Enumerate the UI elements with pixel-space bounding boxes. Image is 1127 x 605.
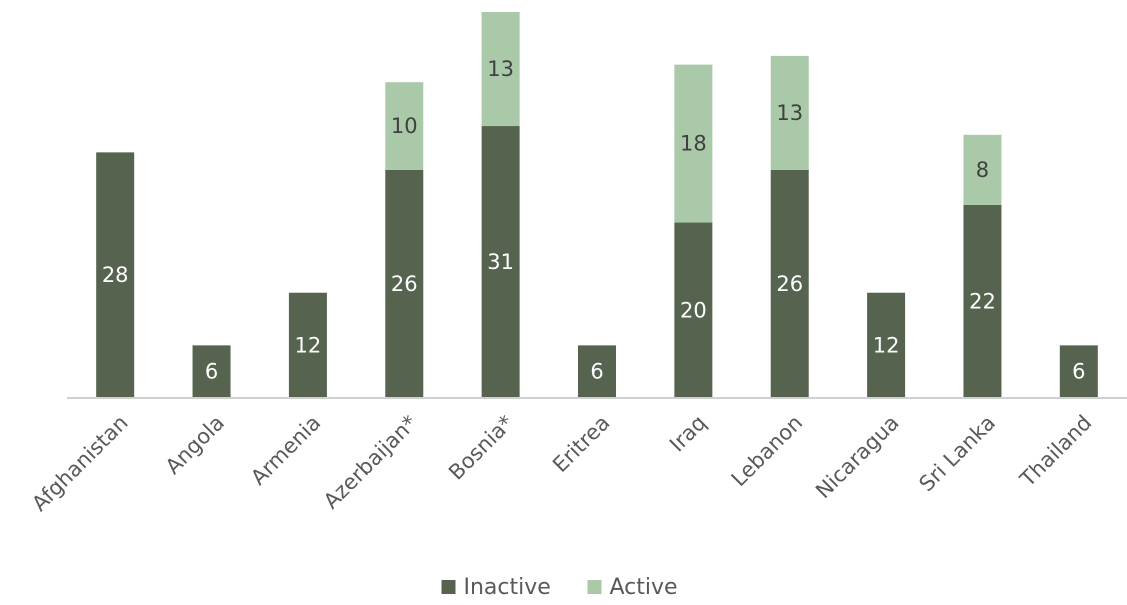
data-label-inactive-armenia: 12: [295, 333, 322, 357]
data-label-inactive-thailand: 6: [1072, 360, 1085, 384]
bar-inactive-lebanon: [770, 169, 809, 398]
data-label-active-sri-lanka: 8: [976, 158, 989, 182]
x-tick-label-nicaragua: Nicaragua: [811, 411, 904, 504]
bar-active-azerbaijan: [385, 82, 424, 170]
bar-inactive-iraq: [674, 222, 713, 398]
legend-swatch-inactive: [441, 580, 456, 594]
bar-inactive-nicaragua: [867, 292, 906, 398]
bar-inactive-afghanistan: [96, 152, 135, 398]
x-tick-label-sri-lanka: Sri Lanka: [914, 411, 1000, 497]
bar-inactive-bosnia: [481, 126, 520, 398]
data-label-active-lebanon: 13: [776, 101, 803, 125]
bar-inactive-sri-lanka: [963, 205, 1002, 398]
bar-active-bosnia: [481, 12, 520, 127]
x-tick-label-lebanon: Lebanon: [727, 411, 808, 492]
bar-active-iraq: [674, 64, 713, 223]
data-label-inactive-lebanon: 26: [776, 272, 803, 296]
data-label-inactive-sri-lanka: 22: [969, 290, 996, 314]
data-label-inactive-nicaragua: 12: [873, 333, 900, 357]
bars-layer: [96, 12, 1098, 398]
legend-swatch-active: [587, 580, 602, 594]
data-label-active-iraq: 18: [680, 132, 707, 156]
legend-label-active: Active: [610, 575, 678, 600]
bar-inactive-thailand: [1059, 345, 1098, 398]
data-label-active-azerbaijan: 10: [391, 114, 418, 138]
data-label-inactive-iraq: 20: [680, 298, 707, 322]
bar-active-lebanon: [770, 55, 809, 170]
x-tick-label-afghanistan: Afghanistan: [27, 411, 132, 516]
bar-inactive-armenia: [288, 292, 327, 398]
x-tick-label-azerbaijan: Azerbaijan*: [319, 411, 422, 514]
x-tick-label-angola: Angola: [161, 411, 229, 479]
data-label-inactive-afghanistan: 28: [102, 263, 129, 287]
data-label-inactive-angola: 6: [205, 360, 218, 384]
data-label-inactive-eritrea: 6: [590, 360, 603, 384]
legend-label-inactive: Inactive: [464, 575, 551, 600]
x-tick-label-bosnia: Bosnia*: [444, 411, 518, 485]
bar-inactive-azerbaijan: [385, 169, 424, 398]
bar-active-sri-lanka: [963, 134, 1002, 205]
x-tick-label-iraq: Iraq: [665, 411, 711, 457]
bar-inactive-eritrea: [578, 345, 616, 398]
x-tick-label-armenia: Armenia: [246, 411, 325, 490]
legend: Inactive Active: [441, 575, 678, 600]
x-tick-label-eritrea: Eritrea: [548, 411, 614, 477]
data-label-inactive-bosnia: 31: [487, 250, 514, 274]
bar-inactive-angola: [192, 345, 231, 398]
data-label-active-bosnia: 13: [487, 57, 514, 81]
data-labels-layer: 28 6 12 26 10 31 13 6 20 18 26 13 12 22 8 6: [102, 57, 1086, 384]
x-tick-label-thailand: Thailand: [1015, 411, 1096, 492]
data-label-inactive-azerbaijan: 26: [391, 272, 418, 296]
